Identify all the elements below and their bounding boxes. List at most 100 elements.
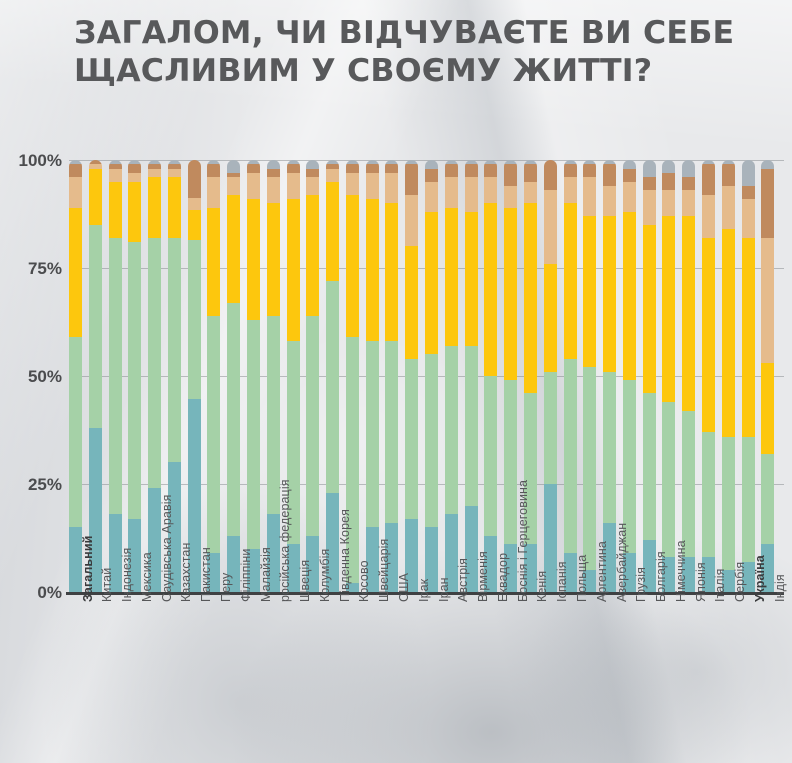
- bar-column[interactable]: [167, 160, 181, 592]
- bar-segment-green: [286, 341, 300, 545]
- bar-segment-brown: [523, 164, 537, 182]
- bar-column[interactable]: [405, 160, 419, 592]
- bar-column[interactable]: [148, 160, 162, 592]
- x-axis-label: Іспанія: [555, 561, 570, 602]
- bar-column[interactable]: [563, 160, 577, 592]
- bar-column[interactable]: [326, 160, 340, 592]
- bar-column[interactable]: [603, 160, 617, 592]
- x-axis-label: Малайзія: [258, 547, 273, 602]
- bar-segment-tan: [69, 177, 82, 208]
- bar-segment-teal: [108, 514, 122, 592]
- bar-segment-gray: [583, 160, 597, 165]
- bar-column[interactable]: [187, 160, 201, 592]
- bar-column[interactable]: [286, 160, 300, 592]
- bar-column[interactable]: [642, 160, 656, 592]
- bar-segment-gray: [504, 160, 518, 165]
- bar-segment-tan: [583, 177, 597, 217]
- bar-segment-tan: [227, 177, 241, 195]
- bar-segment-yellow: [167, 177, 181, 238]
- bar-segment-green: [108, 237, 122, 515]
- bar-segment-teal: [365, 527, 379, 592]
- bar-segment-yellow: [148, 177, 162, 238]
- bar-column[interactable]: [425, 160, 439, 592]
- bar-segment-green: [603, 371, 617, 523]
- bar-segment-teal: [88, 427, 102, 592]
- bar-column[interactable]: [108, 160, 122, 592]
- bar-column[interactable]: [464, 160, 478, 592]
- bar-column[interactable]: [484, 160, 498, 592]
- bar-segment-teal: [662, 557, 676, 592]
- bar-segment-gray: [207, 160, 221, 165]
- bar-column[interactable]: [88, 160, 102, 592]
- bar-column[interactable]: [622, 160, 636, 592]
- bar-segment-tan: [464, 177, 478, 212]
- bar-column[interactable]: [227, 160, 241, 592]
- bar-segment-brown: [365, 164, 379, 173]
- x-axis-label: Вірменія: [476, 551, 491, 602]
- bar-column[interactable]: [682, 160, 696, 592]
- page-title: ЗАГАЛОМ, ЧИ ВІДЧУВАЄТЕ ВИ СЕБЕ ЩАСЛИВИМ …: [74, 14, 774, 90]
- bar-segment-brown: [642, 177, 656, 191]
- bar-segment-teal: [247, 548, 261, 592]
- bar-column[interactable]: [385, 160, 399, 592]
- bar-segment-teal: [425, 527, 439, 592]
- bar-segment-tan: [108, 168, 122, 182]
- bar-column[interactable]: [207, 160, 221, 592]
- bar-segment-brown: [741, 185, 755, 199]
- bar-column[interactable]: [583, 160, 597, 592]
- bar-segment-yellow: [761, 363, 775, 454]
- bar-segment-yellow: [642, 224, 656, 394]
- y-axis-tick-label: 50%: [27, 367, 62, 386]
- bar-segment-yellow: [444, 207, 458, 346]
- bar-column[interactable]: [266, 160, 280, 592]
- bar-column[interactable]: [365, 160, 379, 592]
- bar-column[interactable]: [721, 160, 735, 592]
- bar-segment-yellow: [701, 237, 715, 433]
- y-axis-tick-label: 100%: [18, 151, 62, 170]
- bar-column[interactable]: [662, 160, 676, 592]
- bar-segment-teal: [306, 535, 320, 592]
- bar-segment-brown: [761, 168, 775, 238]
- x-axis-label: Загальний: [80, 535, 95, 602]
- bar-segment-brown: [701, 164, 715, 195]
- bar-segment-teal: [148, 488, 162, 592]
- bar-column[interactable]: [247, 160, 261, 592]
- bar-segment-gray: [405, 160, 419, 165]
- bar-column[interactable]: [345, 160, 359, 592]
- bar-column[interactable]: [306, 160, 320, 592]
- bar-column[interactable]: [761, 160, 775, 592]
- bar-column[interactable]: [523, 160, 537, 592]
- bar-segment-green: [504, 380, 518, 545]
- bar-column[interactable]: [69, 160, 82, 592]
- bar-segment-green: [523, 393, 537, 545]
- bar-segment-green: [642, 393, 656, 541]
- bar-segment-green: [187, 239, 201, 400]
- bar-column[interactable]: [128, 160, 142, 592]
- bar-segment-tan: [642, 190, 656, 225]
- bar-segment-gray: [523, 160, 537, 165]
- bar-segment-yellow: [326, 181, 340, 281]
- x-axis-label: Косово: [357, 560, 372, 602]
- bar-column[interactable]: [741, 160, 755, 592]
- bar-column[interactable]: [701, 160, 715, 592]
- y-axis-tick-label: 25%: [27, 475, 62, 494]
- bar-column[interactable]: [543, 160, 557, 592]
- bar-column[interactable]: [504, 160, 518, 592]
- bar-segment-tan: [682, 190, 696, 217]
- bar-segment-green: [266, 315, 280, 515]
- bar-segment-teal: [187, 399, 201, 592]
- bar-segment-brown: [405, 164, 419, 195]
- bar-segment-teal: [642, 540, 656, 592]
- bar-segment-tan: [622, 181, 636, 212]
- bar-segment-brown: [108, 164, 122, 169]
- x-axis-label: Сербія: [733, 561, 748, 602]
- bar-segment-green: [306, 315, 320, 536]
- bar-segment-teal: [266, 514, 280, 592]
- x-axis-label: Кенія: [535, 570, 550, 602]
- x-axis-label: Південна Корея: [337, 508, 352, 602]
- bar-segment-teal: [622, 553, 636, 592]
- x-axis-label: Боснія і Герцеговина: [515, 479, 530, 602]
- bar-column[interactable]: [444, 160, 458, 592]
- bar-segment-yellow: [108, 181, 122, 238]
- bar-segment-tan: [345, 173, 359, 195]
